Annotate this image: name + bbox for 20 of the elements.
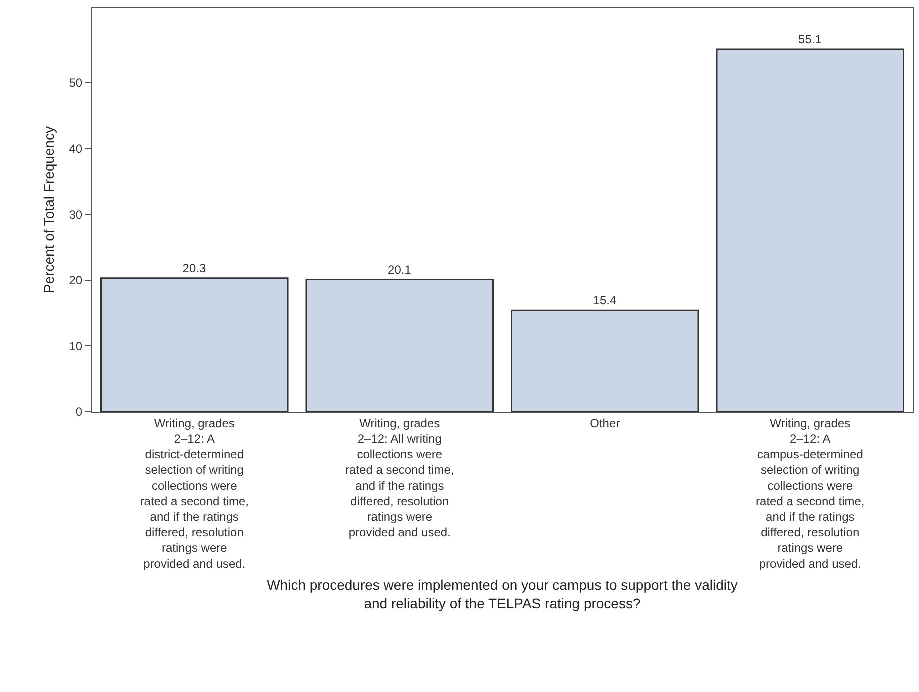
y-tick-label: 50 — [69, 76, 83, 90]
x-tick-label: Writing, grades 2–12: All writing collections were rated a second time, and if the ratings differed, resolution ratings were provided and used. — [346, 416, 454, 540]
y-tick-label: 10 — [69, 339, 83, 354]
data-label: 20.1 — [388, 262, 412, 277]
x-axis-title: Which procedures were implemented on your campus to support the validity and reliability of the TELPAS rating process? — [267, 577, 738, 612]
y-tick-label: 30 — [69, 208, 83, 222]
y-tick-label: 20 — [69, 274, 83, 288]
y-tick-label: 40 — [69, 142, 83, 156]
bar — [510, 310, 700, 412]
data-label: 15.4 — [593, 294, 617, 308]
data-label: 20.3 — [182, 261, 206, 276]
bar — [716, 48, 905, 412]
category-label: Writing, grades 2–12: A district-determined selection of writing collections were rated a second time, and if the ratings differed, resolution ratings were provided and used. — [140, 416, 249, 571]
x-tick-label: Other — [590, 416, 620, 430]
bar — [306, 279, 494, 412]
y-axis-title: Percent of Total Frequency — [41, 126, 57, 294]
data-label: 55.1 — [798, 32, 822, 46]
y-tick-label: 0 — [76, 405, 83, 420]
bar — [100, 278, 289, 412]
category-label: Writing, grades 2–12: A campus-determined selection of writing collections were rated a second time, and if the ratings differed, resolution ratings were provided and used. — [756, 416, 865, 571]
